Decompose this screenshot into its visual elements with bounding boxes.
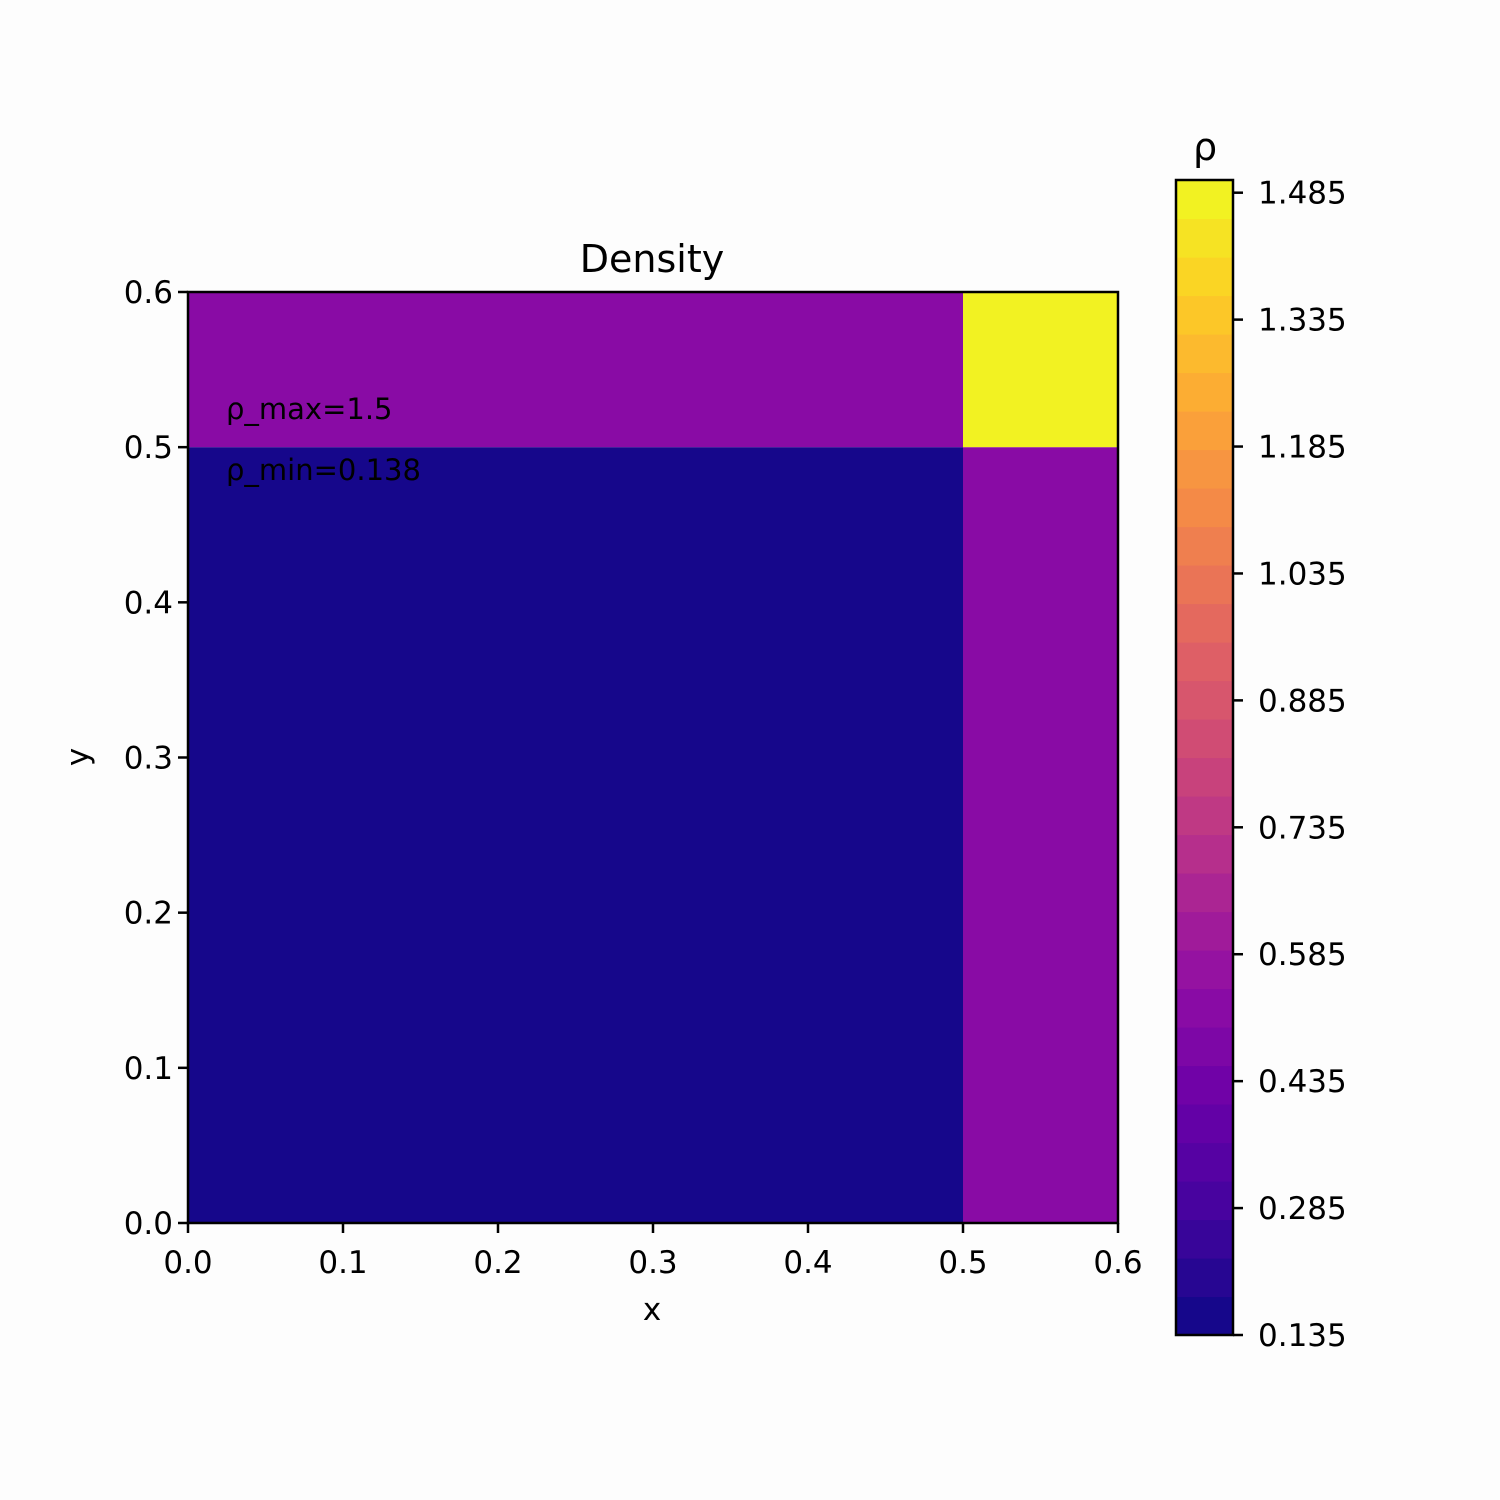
tick-label: 0.885 [1258,683,1347,719]
colorbar-band [1176,1065,1233,1105]
tick-label: 1.335 [1258,303,1347,339]
x-axis-label: x [643,1292,661,1328]
rho-min-annotation: ρ_min=0.138 [226,453,421,487]
heatmap-cell [963,447,1118,1224]
tick-label: 0.735 [1258,810,1347,846]
y-axis-ticks: 0.0 0.1 0.2 0.3 0.4 0.5 0.6 [124,275,188,1242]
tick-label: 0.6 [1093,1245,1142,1281]
tick-label: 0.3 [124,741,173,777]
colorbar-band [1176,988,1233,1028]
colorbar-band [1176,719,1233,759]
chart-title: Density [580,237,724,281]
colorbar-band [1176,873,1233,913]
tick-label: 0.4 [124,585,173,621]
colorbar-band [1176,565,1233,605]
heatmap-cell [963,292,1118,448]
tick-label: 1.485 [1258,176,1347,212]
y-axis-label: y [60,748,96,766]
tick-label: 0.435 [1258,1064,1347,1100]
tick-label: 0.6 [124,275,173,311]
colorbar-band [1176,1296,1233,1336]
tick-label: 0.2 [473,1245,522,1281]
colorbar-band [1176,1258,1233,1298]
colorbar-label: ρ [1193,125,1217,169]
colorbar-band [1176,1142,1233,1182]
colorbar-band [1176,642,1233,682]
colorbar-band [1176,603,1233,643]
colorbar-band [1176,295,1233,335]
tick-label: 0.2 [124,896,173,932]
heatmap-cell [188,292,963,448]
tick-label: 0.1 [318,1245,367,1281]
colorbar-band [1176,757,1233,797]
colorbar-band [1176,411,1233,451]
colorbar-band [1176,449,1233,489]
colorbar-band [1176,334,1233,374]
heatmap-regions [188,292,1118,1224]
colorbar-band [1176,1181,1233,1221]
tick-label: 1.185 [1258,430,1347,466]
colorbar-band [1176,488,1233,528]
colorbar-band [1176,180,1233,220]
colorbar-bands [1176,180,1233,1336]
colorbar-band [1176,1219,1233,1259]
tick-label: 0.135 [1258,1318,1347,1354]
colorbar-frame [1174,178,1235,1337]
tick-label: 0.0 [163,1245,212,1281]
colorbar-band [1176,1027,1233,1067]
tick-label: 0.3 [628,1245,677,1281]
colorbar-band [1176,911,1233,951]
heatmap-cell [188,447,963,1224]
colorbar-band [1176,372,1233,412]
colorbar-band [1176,834,1233,874]
tick-label: 0.4 [783,1245,832,1281]
colorbar-band [1176,950,1233,990]
colorbar-band [1176,257,1233,297]
tick-label: 0.5 [938,1245,987,1281]
rho-max-annotation: ρ_max=1.5 [226,392,393,426]
colorbar: 0.135 0.285 0.435 0.585 0.735 0.885 1.035 1.185… [1174,125,1347,1354]
tick-label: 0.5 [124,430,173,466]
colorbar-band [1176,680,1233,720]
tick-label: 0.585 [1258,937,1347,973]
colorbar-band [1176,796,1233,836]
tick-label: 0.285 [1258,1191,1347,1227]
colorbar-band [1176,1104,1233,1144]
colorbar-band [1176,218,1233,258]
tick-label: 0.0 [124,1206,173,1242]
tick-label: 1.035 [1258,556,1347,592]
colorbar-ticks: 0.135 0.285 0.435 0.585 0.735 0.885 1.035 1.185… [1233,176,1347,1354]
colorbar-band [1176,526,1233,566]
x-axis-ticks: 0.0 0.1 0.2 0.3 0.4 0.5 0.6 [163,1223,1143,1281]
tick-label: 0.1 [124,1051,173,1087]
